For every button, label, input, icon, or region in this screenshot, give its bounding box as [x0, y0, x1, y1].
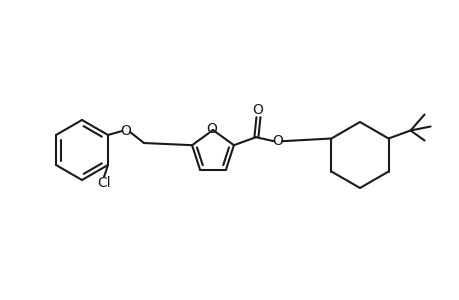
- Text: O: O: [206, 122, 217, 136]
- Text: O: O: [272, 134, 283, 148]
- Text: O: O: [252, 103, 263, 117]
- Text: O: O: [120, 124, 131, 138]
- Text: Cl: Cl: [97, 176, 111, 190]
